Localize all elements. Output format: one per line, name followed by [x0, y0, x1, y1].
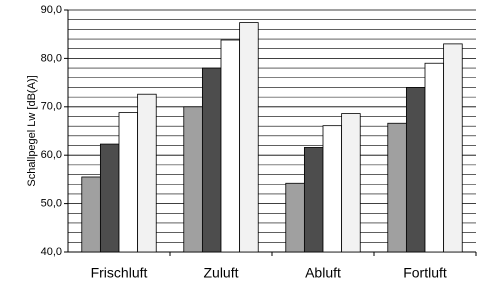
bar [201, 67, 222, 253]
bar [405, 87, 426, 253]
bar [81, 176, 101, 253]
y-tick-label: 90,0 [41, 4, 62, 16]
bar [443, 43, 463, 253]
x-tick-label: Zuluft [203, 265, 238, 281]
y-tick-label: 40,0 [41, 246, 62, 258]
bar [239, 22, 259, 253]
bar [137, 93, 157, 253]
bar [424, 62, 445, 253]
y-axis-label: Schallpegel Lw [dB(A)] [26, 75, 38, 186]
bar [118, 112, 139, 253]
bar [341, 113, 361, 253]
y-tick-label: 60,0 [41, 149, 62, 161]
bar [387, 122, 407, 253]
bar [183, 106, 203, 253]
x-tick-label: Frischluft [91, 265, 148, 281]
y-tick-label: 70,0 [41, 101, 62, 113]
bar [220, 39, 241, 253]
x-tick-label: Fortluft [403, 265, 447, 281]
y-tick-label: 50,0 [41, 198, 62, 210]
x-tick-label: Abluft [305, 265, 341, 281]
y-tick-label: 80,0 [41, 52, 62, 64]
bar [99, 143, 120, 253]
bar [303, 147, 324, 253]
bar [285, 182, 305, 253]
bar [322, 125, 343, 253]
